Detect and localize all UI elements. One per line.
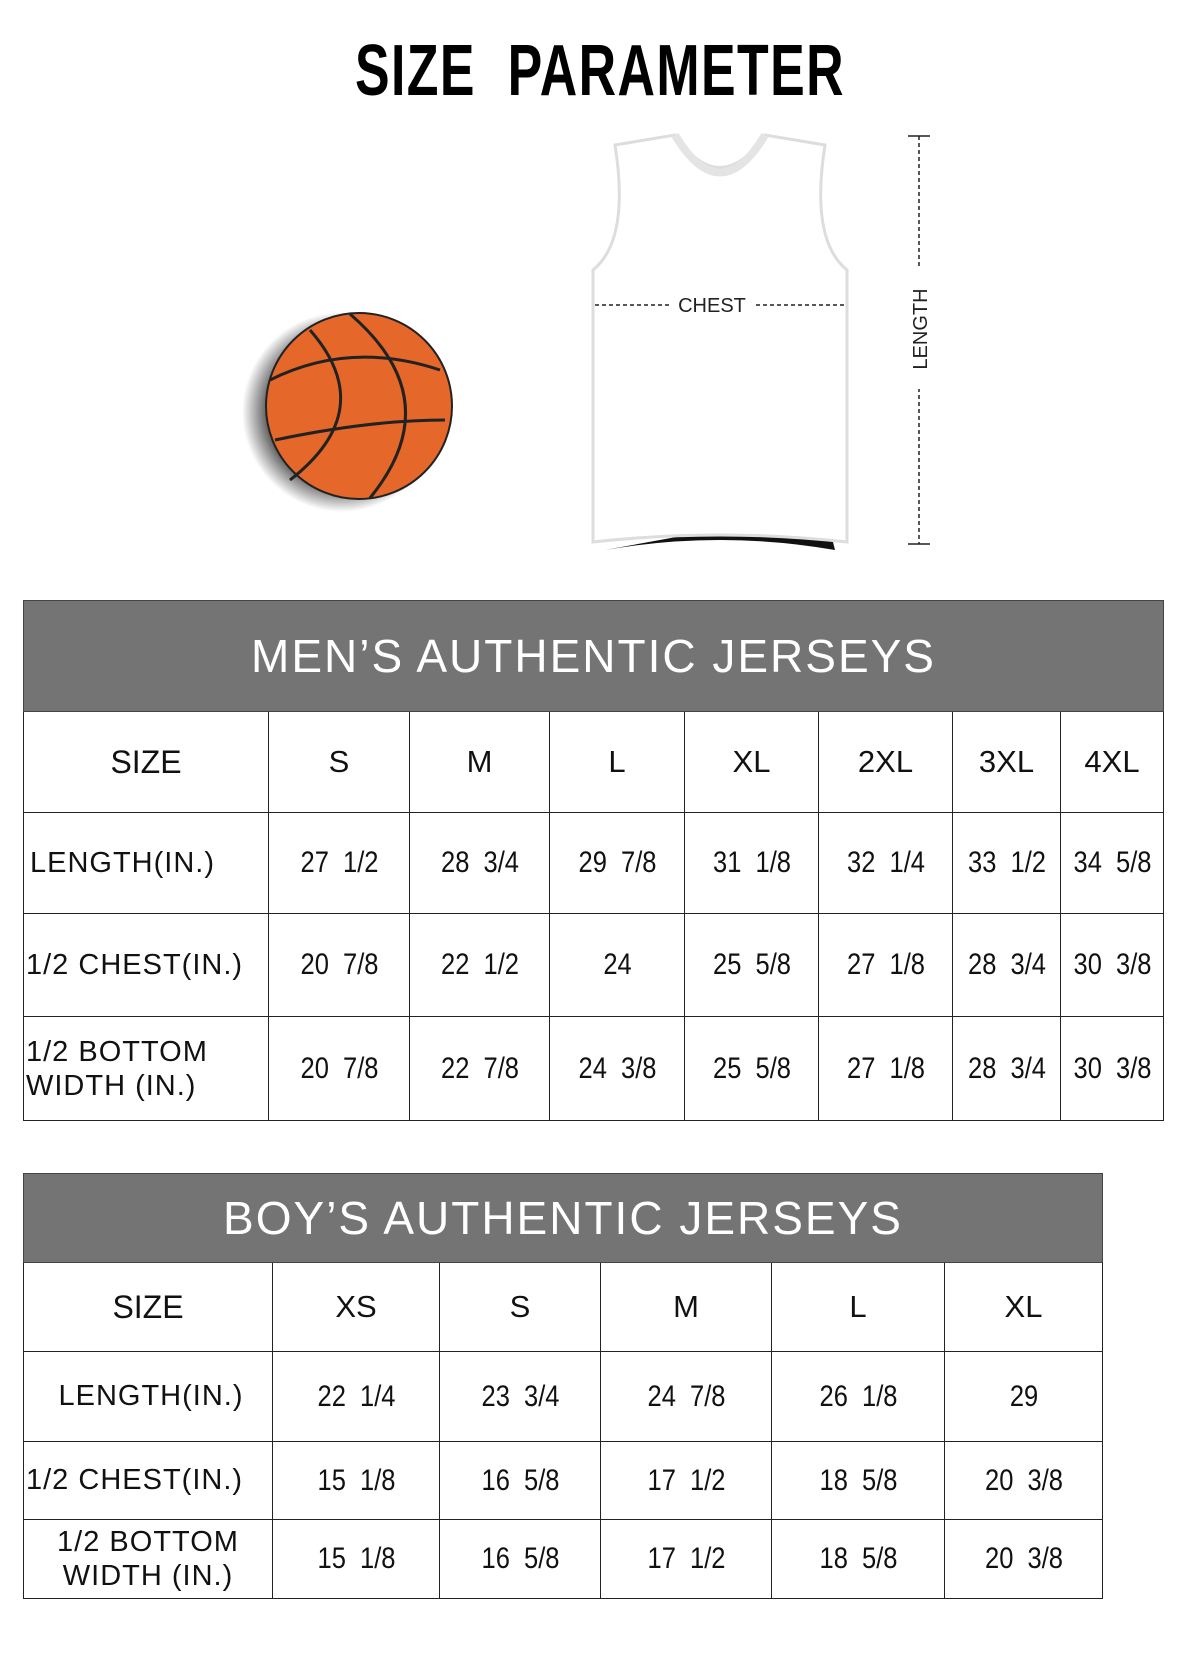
- table-cell: 22 1/2: [419, 913, 540, 1017]
- table-cell: 22 1/4: [284, 1351, 428, 1442]
- table-cell: 30 3/8: [1067, 913, 1157, 1017]
- table-cell: 27 1/2: [278, 812, 400, 914]
- table-cell: 30 3/8: [1067, 1016, 1157, 1121]
- table-row: LENGTH(IN.) 22 1/4 23 3/4 24 7/8 26 1/8 …: [23, 1351, 1103, 1442]
- table-cell: 17 1/2: [612, 1519, 760, 1599]
- table-row: 1/2 BOTTOM WIDTH (IN.) 15 1/8 16 5/8 17 …: [23, 1519, 1103, 1599]
- table-cell: 27 1/8: [828, 1016, 943, 1121]
- row-label: 1/2 CHEST(IN.): [23, 913, 269, 1017]
- table-cell: 18 5/8: [784, 1519, 932, 1599]
- row-label: 1/2 BOTTOM WIDTH (IN.): [23, 1519, 273, 1599]
- size-header: SIZE: [23, 711, 269, 813]
- page-title: SIZE PARAMETER: [168, 30, 1032, 112]
- table-cell: 20 3/8: [955, 1441, 1092, 1520]
- table-cell: 32 1/4: [828, 812, 943, 914]
- table-cell: 34 5/8: [1067, 812, 1157, 914]
- table-cell: 15 1/8: [284, 1441, 428, 1520]
- size-header: S: [439, 1262, 601, 1352]
- size-header: XL: [943, 1262, 1104, 1352]
- table-cell: 29: [955, 1351, 1092, 1442]
- table-cell: 16 5/8: [451, 1441, 589, 1520]
- size-header: L: [771, 1262, 945, 1352]
- table-row: SIZE XS S M L XL: [23, 1262, 1104, 1352]
- table-cell: 20 3/8: [955, 1519, 1092, 1599]
- table-row: 1/2 BOTTOM WIDTH (IN.) 20 7/8 22 7/8 24 …: [23, 1016, 1164, 1121]
- table-cell: 28 3/4: [419, 812, 540, 914]
- table-cell: 25 5/8: [694, 1016, 809, 1121]
- table-cell: 20 7/8: [278, 1016, 400, 1121]
- table-cell: 25 5/8: [694, 913, 809, 1017]
- table-cell: 24 3/8: [559, 1016, 675, 1121]
- table-cell: 20 7/8: [278, 913, 400, 1017]
- length-label: LENGTH: [910, 288, 932, 369]
- mens-size-table: MEN’S AUTHENTIC JERSEYS SIZE S M L XL 2X…: [23, 600, 1164, 1121]
- size-header: 2XL: [818, 711, 953, 813]
- size-header: M: [409, 711, 550, 813]
- size-header: S: [268, 711, 410, 813]
- size-header: 3XL: [952, 711, 1061, 813]
- table-cell: 33 1/2: [960, 812, 1053, 914]
- table-row: SIZE S M L XL 2XL 3XL 4XL: [23, 711, 1164, 813]
- size-header: M: [600, 1262, 772, 1352]
- chest-label: CHEST: [678, 295, 746, 317]
- size-header: 4XL: [1060, 711, 1164, 813]
- table-row: 1/2 CHEST(IN.) 20 7/8 22 1/2 24 25 5/8 2…: [23, 913, 1164, 1017]
- table-cell: 22 7/8: [419, 1016, 540, 1121]
- table-cell: 18 5/8: [784, 1441, 932, 1520]
- table-cell: 31 1/8: [694, 812, 809, 914]
- title-word-size: SIZE: [354, 31, 476, 111]
- size-header: L: [549, 711, 685, 813]
- jersey-diagram: CHEST: [591, 132, 849, 550]
- size-header: SIZE: [23, 1262, 273, 1352]
- table-cell: 24 7/8: [612, 1351, 760, 1442]
- table-cell: 28 3/4: [960, 913, 1053, 1017]
- table-row: LENGTH(IN.) 27 1/2 28 3/4 29 7/8 31 1/8 …: [23, 812, 1164, 914]
- mens-table-heading: MEN’S AUTHENTIC JERSEYS: [23, 600, 1164, 712]
- boys-table-heading: BOY’S AUTHENTIC JERSEYS: [22, 1173, 1104, 1263]
- row-label: 1/2 CHEST(IN.): [23, 1441, 273, 1520]
- table-cell: 16 5/8: [451, 1519, 589, 1599]
- table-cell: 23 3/4: [451, 1351, 589, 1442]
- table-cell: 28 3/4: [960, 1016, 1053, 1121]
- table-cell: 24: [559, 913, 675, 1017]
- basketball-icon: [242, 312, 453, 512]
- table-cell: 27 1/8: [828, 913, 943, 1017]
- table-cell: 26 1/8: [784, 1351, 932, 1442]
- length-indicator: LENGTH: [905, 135, 935, 545]
- table-cell: 29 7/8: [559, 812, 675, 914]
- row-label: 1/2 BOTTOM WIDTH (IN.): [23, 1016, 269, 1121]
- row-label: LENGTH(IN.): [23, 1351, 273, 1442]
- table-row: 1/2 CHEST(IN.) 15 1/8 16 5/8 17 1/2 18 5…: [23, 1441, 1103, 1520]
- row-label: LENGTH(IN.): [23, 812, 269, 914]
- table-cell: 17 1/2: [612, 1441, 760, 1520]
- size-header: XL: [684, 711, 819, 813]
- size-header: XS: [272, 1262, 440, 1352]
- title-word-parameter: PARAMETER: [507, 31, 846, 111]
- table-cell: 15 1/8: [284, 1519, 428, 1599]
- boys-size-table: BOY’S AUTHENTIC JERSEYS SIZE XS S M L XL…: [22, 1173, 1104, 1599]
